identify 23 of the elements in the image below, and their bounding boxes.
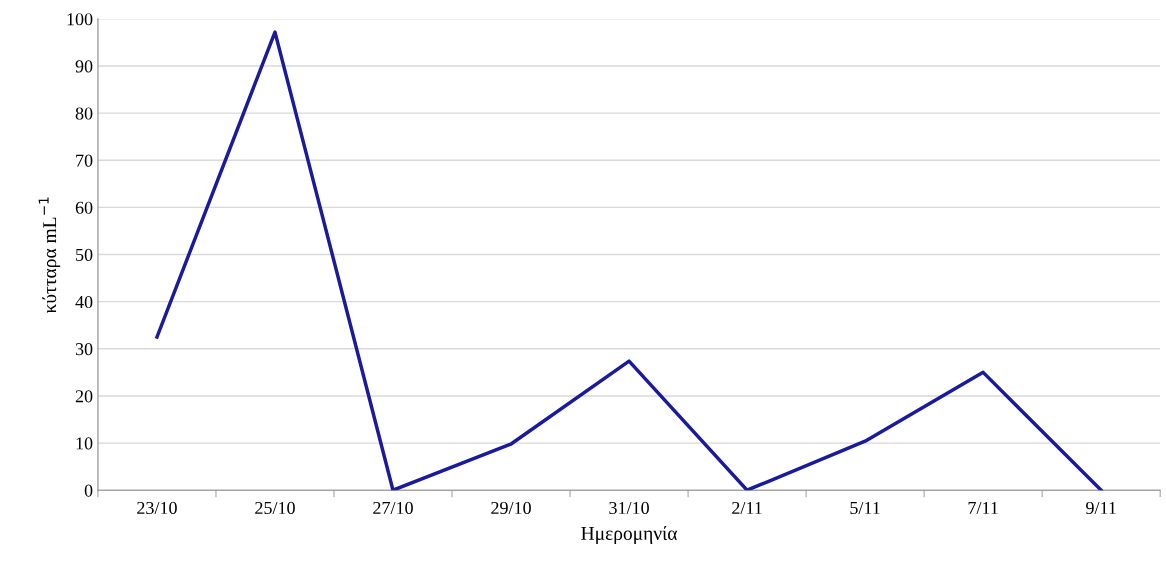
y-tick-label: 90 (75, 60, 93, 73)
x-tick-label: 9/11 (1086, 501, 1116, 515)
y-tick-label: 40 (75, 295, 93, 309)
x-tick-label: 23/10 (137, 501, 177, 515)
x-tick-label: 5/11 (850, 501, 880, 515)
y-tick-label: 20 (75, 390, 93, 403)
x-tick-label: 27/10 (373, 501, 413, 515)
x-tick-label: 31/10 (609, 501, 649, 515)
x-tick-label: 7/11 (968, 501, 998, 515)
y-tick-label: 100 (67, 13, 93, 26)
y-tick-label: 10 (76, 437, 93, 450)
y-tick-label: 0 (84, 484, 93, 497)
y-axis-title: κύτταρα mL$^{−1}$ (38, 197, 61, 314)
y-tick-label: 80 (75, 107, 93, 120)
x-tick-label: 25/10 (255, 501, 295, 515)
y-tick-label: 70 (76, 154, 93, 167)
line-series (155, 30, 1103, 491)
y-tick-label: 60 (75, 201, 93, 214)
y-tick-label: 50 (76, 248, 93, 261)
x-tick-label: 2/11 (732, 501, 762, 515)
x-axis-title: Ημερομηνία (581, 526, 678, 544)
y-tick-label: 30 (75, 343, 93, 356)
x-tick-label: 29/10 (491, 501, 531, 515)
